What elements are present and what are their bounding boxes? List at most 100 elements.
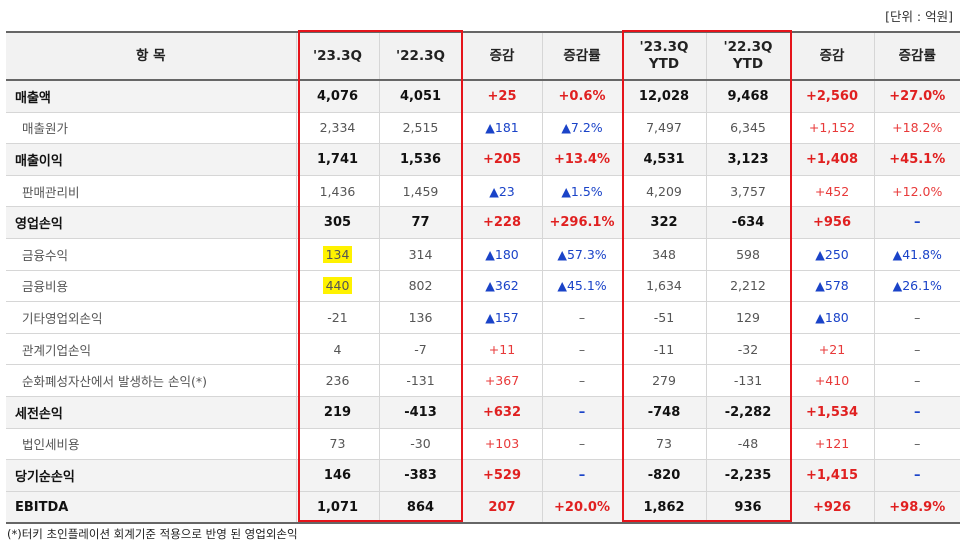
- cell-ydiff: +2,560: [789, 80, 874, 113]
- cell-ytd22: -2,282: [705, 396, 790, 429]
- cell-q22: 4,051: [378, 80, 462, 113]
- cell-rate: –: [541, 301, 622, 334]
- cell-q23: 1,741: [295, 143, 379, 176]
- cell-rate: +13.4%: [541, 143, 622, 176]
- row-label: 당기순손익: [6, 459, 296, 492]
- cell-rate: –: [541, 364, 622, 397]
- row-label: 금융수익: [6, 238, 296, 271]
- cell-diff: +25: [461, 80, 542, 113]
- row-label: 기타영업외손익: [6, 301, 296, 334]
- cell-q22: 1,459: [378, 175, 462, 208]
- cell-q22: 136: [378, 301, 462, 334]
- cell-q22: 77: [378, 206, 462, 239]
- cell-q22: -7: [378, 333, 462, 366]
- cell-ytd23: 12,028: [621, 80, 706, 113]
- cell-diff: +11: [461, 333, 542, 366]
- cell-q22: -383: [378, 459, 462, 492]
- row-label: 영업손익: [6, 206, 296, 239]
- cell-rate: ▲45.1%: [541, 270, 622, 303]
- unit-label: [단위 : 억원]: [885, 9, 953, 24]
- cell-ytd23: 1,862: [621, 491, 706, 525]
- header-item: 항 목: [6, 31, 296, 81]
- footnote: (*)터키 초인플레이션 회계기준 적용으로 반영 된 영업외손익: [7, 527, 298, 541]
- row-label: 매출원가: [6, 112, 296, 145]
- cell-q23: -21: [295, 301, 379, 334]
- cell-q23: 2,334: [295, 112, 379, 145]
- cell-ydiff: +926: [789, 491, 874, 525]
- cell-q23: 219: [295, 396, 379, 429]
- cell-yrate: –: [873, 364, 960, 397]
- cell-q22: -30: [378, 428, 462, 461]
- cell-rate: +0.6%: [541, 80, 622, 113]
- row-label: 법인세비용: [6, 428, 296, 461]
- cell-rate: –: [541, 428, 622, 461]
- cell-q23: 305: [295, 206, 379, 239]
- cell-diff: ▲23: [461, 175, 542, 208]
- cell-ytd22: -2,235: [705, 459, 790, 492]
- row-label: 관계기업손익: [6, 333, 296, 366]
- cell-yrate: +45.1%: [873, 143, 960, 176]
- table-row: EBITDA 1,071 864 207 +20.0% 1,862 936 +926 +98.9…: [6, 491, 960, 525]
- cell-ydiff: +1,534: [789, 396, 874, 429]
- income-statement-table: 항 목 '23.3Q '22.3Q 증감 증감률 '23.3Q YTD '22.3…: [6, 31, 960, 525]
- cell-diff: ▲180: [461, 238, 542, 271]
- cell-diff: +367: [461, 364, 542, 397]
- cell-ytd23: -748: [621, 396, 706, 429]
- cell-yrate: +12.0%: [873, 175, 960, 208]
- cell-ydiff: +452: [789, 175, 874, 208]
- cell-diff: ▲181: [461, 112, 542, 145]
- cell-q23: 236: [295, 364, 379, 397]
- table-row: 세전손익 219 -413 +632– -748 -2,282 +1,534–: [6, 396, 960, 429]
- cell-ydiff: +21: [789, 333, 874, 366]
- cell-diff: ▲157: [461, 301, 542, 334]
- cell-ytd22: -32: [705, 333, 790, 366]
- cell-ytd23: 279: [621, 364, 706, 397]
- cell-ytd22: 598: [705, 238, 790, 271]
- cell-q23: 1,071: [295, 491, 379, 525]
- cell-q22: 864: [378, 491, 462, 525]
- header-ytd23-ytd: YTD: [648, 56, 680, 72]
- row-label: 판매관리비: [6, 175, 296, 208]
- cell-ytd23: 73: [621, 428, 706, 461]
- cell-yrate: –: [873, 428, 960, 461]
- cell-yrate: –: [873, 396, 960, 429]
- cell-yrate: –: [873, 333, 960, 366]
- cell-ydiff: +1,408: [789, 143, 874, 176]
- table-row: 법인세비용 73 -30 +103–73 -48 +121–: [6, 428, 960, 461]
- cell-rate: ▲7.2%: [541, 112, 622, 145]
- cell-diff: ▲362: [461, 270, 542, 303]
- table-row: 매출원가 2,334 2,515 ▲181 ▲7.2% 7,497 6,345 +1,152 +…: [6, 112, 960, 145]
- cell-yrate: ▲41.8%: [873, 238, 960, 271]
- header-ytd22-ytd: YTD: [732, 56, 764, 72]
- cell-ydiff: +121: [789, 428, 874, 461]
- table-row: 관계기업손익 4 -7 +11– -11 -32 +21–: [6, 333, 960, 366]
- header-ytd22: '22.3Q YTD: [705, 31, 790, 81]
- cell-ydiff: +410: [789, 364, 874, 397]
- cell-q22: -131: [378, 364, 462, 397]
- cell-q23: 440: [295, 270, 379, 303]
- header-ytd-diff: 증감: [789, 31, 874, 81]
- cell-ytd23: -11: [621, 333, 706, 366]
- cell-ydiff: ▲250: [789, 238, 874, 271]
- cell-ydiff: ▲180: [789, 301, 874, 334]
- cell-diff: 207: [461, 491, 542, 525]
- cell-diff: +228: [461, 206, 542, 239]
- row-label: 금융비용: [6, 270, 296, 303]
- cell-yrate: –: [873, 459, 960, 492]
- cell-q22: 802: [378, 270, 462, 303]
- cell-ytd23: 7,497: [621, 112, 706, 145]
- cell-rate: ▲1.5%: [541, 175, 622, 208]
- table-row: 매출액 4,076 4,051 +25 +0.6% 12,028 9,468 +2,560 +2…: [6, 80, 960, 113]
- cell-q22: 314: [378, 238, 462, 271]
- cell-q22: 2,515: [378, 112, 462, 145]
- table-row: 영업손익 305 77 +228 +296.1% 322 -634 +956–: [6, 206, 960, 239]
- cell-ydiff: +1,152: [789, 112, 874, 145]
- row-label: 순화폐성자산에서 발생하는 손익(*): [6, 364, 296, 397]
- cell-ytd22: -48: [705, 428, 790, 461]
- cell-ydiff: +956: [789, 206, 874, 239]
- cell-rate: –: [541, 459, 622, 492]
- cell-ydiff: ▲578: [789, 270, 874, 303]
- row-label: 세전손익: [6, 396, 296, 429]
- cell-ytd23: -820: [621, 459, 706, 492]
- cell-rate: ▲57.3%: [541, 238, 622, 271]
